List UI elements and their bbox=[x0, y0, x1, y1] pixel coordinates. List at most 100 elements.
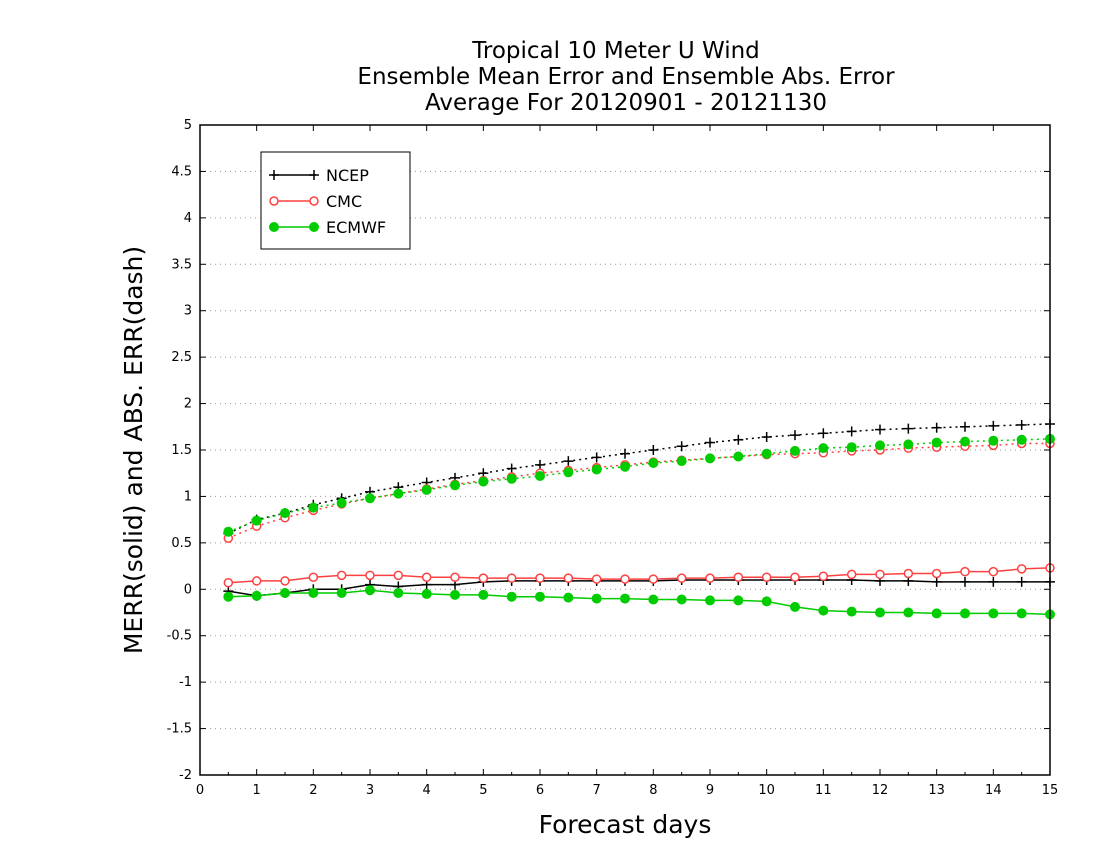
ncep-abs_err-point bbox=[535, 459, 545, 470]
cmc-merr-point bbox=[308, 572, 319, 582]
cmc-merr-point bbox=[251, 576, 262, 586]
y-tick-label: 3.5 bbox=[171, 257, 192, 272]
y-tick-label: 0.5 bbox=[171, 536, 192, 551]
legend-label-ecmwf: ECMWF bbox=[326, 218, 386, 237]
legend-marker bbox=[309, 222, 319, 232]
ecmwf-abs_err-point bbox=[365, 493, 375, 504]
ecmwf-merr-point bbox=[903, 607, 914, 618]
cmc-merr-point bbox=[960, 566, 970, 577]
y-tick-label: 3 bbox=[184, 304, 192, 319]
ncep-abs_err-point bbox=[960, 421, 970, 432]
cmc-merr-point bbox=[591, 574, 602, 584]
ecmwf-abs_err-point bbox=[790, 445, 800, 456]
ncep-abs_err-point bbox=[903, 423, 914, 434]
ecmwf-merr-point bbox=[620, 593, 630, 604]
ecmwf-merr-point bbox=[280, 588, 290, 598]
legend-item-ncep: NCEP bbox=[269, 166, 369, 185]
ncep-abs-error-series bbox=[223, 419, 1055, 539]
legend-marker bbox=[309, 196, 319, 206]
ecmwf-abs-error-series bbox=[223, 433, 1055, 537]
ecmwf-merr-point bbox=[421, 588, 432, 599]
title-line-2: Ensemble Mean Error and Ensemble Abs. Er… bbox=[357, 64, 895, 90]
x-tick-label: 9 bbox=[706, 783, 714, 798]
ecmwf-abs_err-point bbox=[846, 442, 857, 453]
ecmwf-merr-line bbox=[228, 589, 1051, 616]
ncep-abs_err-point bbox=[563, 456, 574, 467]
ecmwf-abs_err-point bbox=[818, 443, 829, 454]
ecmwf-abs_err-point bbox=[450, 480, 460, 491]
ncep-abs_err-point bbox=[676, 441, 687, 452]
cmc-merr-point bbox=[336, 570, 347, 581]
x-tick-label: 13 bbox=[928, 783, 945, 798]
ecmwf-abs_err-point bbox=[478, 476, 489, 487]
ncep-abs_err-point bbox=[733, 434, 744, 445]
legend-marker bbox=[309, 170, 319, 180]
ecmwf-abs_err-point bbox=[648, 458, 659, 468]
ecmwf-merr-point bbox=[393, 588, 404, 598]
ecmwf-merr-point bbox=[733, 595, 744, 606]
y-tick-label: 4.5 bbox=[171, 164, 192, 179]
cmc-merr-point bbox=[563, 573, 574, 583]
ncep-abs_err-point bbox=[931, 422, 942, 433]
ecmwf-abs_err-point bbox=[591, 464, 602, 475]
cmc-merr-point bbox=[365, 570, 375, 581]
ecmwf-merr-point bbox=[308, 588, 319, 598]
ecmwf-abs_err-point bbox=[563, 467, 574, 478]
x-tick-label: 11 bbox=[815, 783, 832, 798]
ecmwf-merr-point bbox=[931, 608, 942, 619]
ncep-abs_err-point bbox=[988, 420, 999, 431]
ecmwf-merr-point bbox=[846, 606, 857, 617]
cmc-merr-point bbox=[223, 578, 234, 588]
ncep-abs_err-point bbox=[705, 437, 715, 448]
legend-items: NCEP CMC ECMWF bbox=[269, 166, 386, 237]
cmc-merr-point bbox=[931, 568, 942, 579]
ncep-merr-line bbox=[228, 579, 1050, 597]
cmc-merr-point bbox=[676, 573, 687, 583]
x-tick-label: 15 bbox=[1042, 783, 1059, 798]
x-tick-label: 7 bbox=[593, 783, 601, 798]
y-tick-label: 2.5 bbox=[171, 350, 192, 365]
cmc-merr-point bbox=[450, 572, 460, 582]
cmc-merr-point bbox=[421, 572, 432, 582]
cmc-merr-point bbox=[648, 574, 659, 584]
y-tick-label: 4 bbox=[184, 211, 192, 226]
cmc-merr-point bbox=[705, 573, 715, 583]
ecmwf-abs_err-point bbox=[308, 502, 319, 513]
ncep-merr-point bbox=[931, 576, 942, 587]
ncep-merr-point bbox=[1016, 576, 1027, 587]
title-line-3: Average For 20120901 - 20121130 bbox=[425, 90, 827, 116]
cmc-abs_err-line bbox=[228, 442, 1050, 539]
x-axis-label: Forecast days bbox=[539, 810, 712, 839]
ecmwf-mean-error-series bbox=[223, 585, 1055, 620]
x-tick-label: 3 bbox=[366, 783, 374, 798]
ecmwf-abs_err-point bbox=[988, 435, 999, 446]
ecmwf-abs_err-point bbox=[1016, 434, 1027, 445]
x-tick-label: 14 bbox=[985, 783, 1002, 798]
cmc-merr-point bbox=[790, 572, 800, 582]
ecmwf-merr-point bbox=[875, 607, 885, 618]
ecmwf-abs_err-point bbox=[733, 451, 744, 462]
x-tick-label: 8 bbox=[649, 783, 657, 798]
ecmwf-merr-point bbox=[563, 592, 574, 603]
ecmwf-abs_err-point bbox=[705, 453, 715, 464]
ncep-abs_err-point bbox=[875, 424, 885, 435]
ecmwf-merr-point bbox=[705, 595, 715, 606]
ecmwf-merr-point bbox=[818, 605, 829, 616]
y-tick-label: -1.5 bbox=[167, 722, 192, 737]
ecmwf-merr-point bbox=[223, 591, 234, 602]
ncep-abs_err-point bbox=[1016, 419, 1027, 430]
ecmwf-abs_err-point bbox=[931, 437, 942, 448]
cmc-merr-point bbox=[875, 569, 885, 580]
x-tick-label: 12 bbox=[872, 783, 889, 798]
ecmwf-merr-point bbox=[336, 588, 347, 598]
y-tick-label: 1 bbox=[184, 489, 192, 504]
ecmwf-merr-point bbox=[478, 589, 489, 600]
legend-marker bbox=[269, 170, 279, 180]
ncep-merr-point bbox=[988, 576, 999, 587]
x-tick-label: 5 bbox=[479, 783, 487, 798]
ecmwf-abs_err-point bbox=[280, 508, 290, 519]
ecmwf-merr-point bbox=[535, 591, 545, 602]
ecmwf-merr-point bbox=[251, 590, 262, 601]
cmc-mean-error-series bbox=[223, 563, 1055, 588]
ncep-abs_err-line bbox=[227, 423, 1051, 535]
